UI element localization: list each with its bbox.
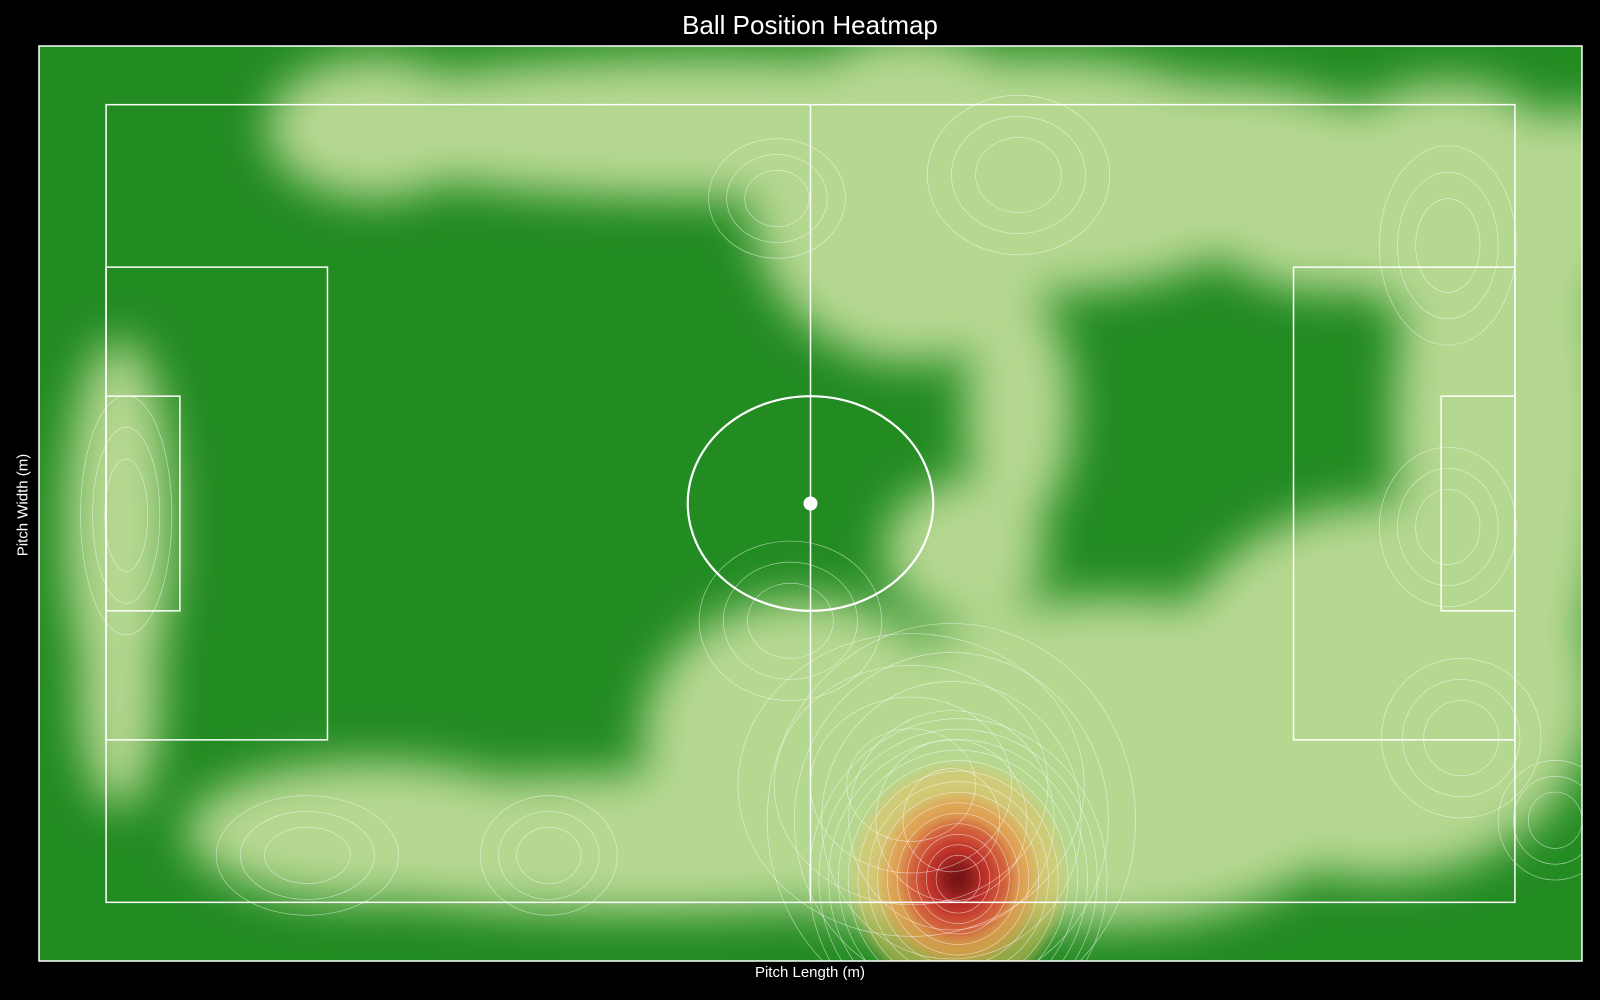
goal-area-left bbox=[105, 395, 181, 612]
contour-6-1 bbox=[104, 458, 149, 572]
center-circle bbox=[686, 395, 935, 612]
contour-5-1 bbox=[1423, 700, 1500, 777]
contour-2-1 bbox=[846, 728, 976, 842]
contour-2-3 bbox=[773, 665, 1049, 906]
contour-10-2 bbox=[951, 116, 1086, 235]
contour-11-3 bbox=[708, 138, 846, 259]
density-low-region bbox=[65, 46, 1582, 926]
contour-6-2 bbox=[92, 426, 161, 604]
contour-4-1 bbox=[1415, 489, 1481, 565]
density-blob-11 bbox=[267, 57, 482, 199]
contour-0-10 bbox=[847, 760, 1069, 961]
contour-3-2 bbox=[1397, 171, 1499, 320]
x-axis-label: Pitch Length (m) bbox=[754, 964, 866, 981]
contour-0-11 bbox=[838, 749, 1079, 961]
density-blob-1 bbox=[186, 761, 563, 903]
contour-1-4 bbox=[821, 681, 1082, 960]
contour-0-3 bbox=[916, 833, 1000, 924]
contour-7-2 bbox=[239, 811, 375, 900]
contour-1-2 bbox=[875, 739, 1028, 902]
contour-0-2 bbox=[925, 844, 991, 914]
density-field bbox=[65, 46, 1582, 961]
density-blob-17 bbox=[884, 480, 1046, 621]
contour-11-2 bbox=[726, 154, 828, 243]
contour-12-3 bbox=[1497, 760, 1582, 881]
contour-0-9 bbox=[857, 770, 1059, 961]
contour-8-2 bbox=[498, 811, 600, 900]
y-axis-label: Pitch Width (m) bbox=[14, 453, 32, 557]
contour-4-2 bbox=[1397, 467, 1499, 586]
density-blob-15 bbox=[1192, 104, 1462, 293]
hotspot-ring-5 bbox=[948, 868, 968, 890]
contour-8-3 bbox=[480, 795, 618, 916]
contour-9-1 bbox=[747, 582, 834, 659]
contour-3-3 bbox=[1379, 145, 1517, 346]
contour-9-3 bbox=[698, 540, 882, 701]
contour-0-13 bbox=[818, 728, 1098, 961]
contour-10-3 bbox=[926, 94, 1111, 256]
contour-7-1 bbox=[264, 826, 351, 884]
chart-title: Ball Position Heatmap bbox=[682, 10, 938, 40]
density-hot-region bbox=[853, 766, 1063, 961]
contour-10-1 bbox=[975, 137, 1062, 213]
contour-0-14 bbox=[808, 718, 1108, 961]
contour-0-8 bbox=[867, 781, 1049, 961]
goal-area-right bbox=[1440, 395, 1516, 612]
contour-8-1 bbox=[516, 826, 582, 884]
contour-9-2 bbox=[722, 561, 858, 680]
density-contours bbox=[80, 94, 1582, 961]
contour-0-6 bbox=[886, 802, 1030, 956]
contour-5-2 bbox=[1402, 679, 1521, 798]
contour-1-5 bbox=[794, 652, 1109, 961]
contour-4-3 bbox=[1379, 446, 1517, 608]
density-blob-18 bbox=[1528, 104, 1582, 293]
contour-2-4 bbox=[737, 633, 1085, 937]
density-blob-13 bbox=[79, 573, 160, 809]
contour-1-3 bbox=[848, 710, 1055, 931]
contour-12-2 bbox=[1512, 775, 1582, 865]
contour-0-5 bbox=[896, 812, 1020, 945]
contour-1-1 bbox=[902, 768, 1001, 873]
contour-11-1 bbox=[744, 169, 810, 228]
plot-frame bbox=[38, 45, 1583, 962]
center-spot bbox=[803, 496, 818, 511]
density-blob-10 bbox=[307, 57, 1113, 199]
contour-5-3 bbox=[1381, 657, 1542, 819]
density-blob-16 bbox=[964, 292, 1073, 527]
contour-7-3 bbox=[215, 795, 399, 916]
contour-0-7 bbox=[877, 791, 1040, 961]
contour-3-1 bbox=[1415, 198, 1481, 293]
pitch-markings bbox=[105, 103, 1516, 904]
contour-1-6 bbox=[766, 623, 1136, 961]
